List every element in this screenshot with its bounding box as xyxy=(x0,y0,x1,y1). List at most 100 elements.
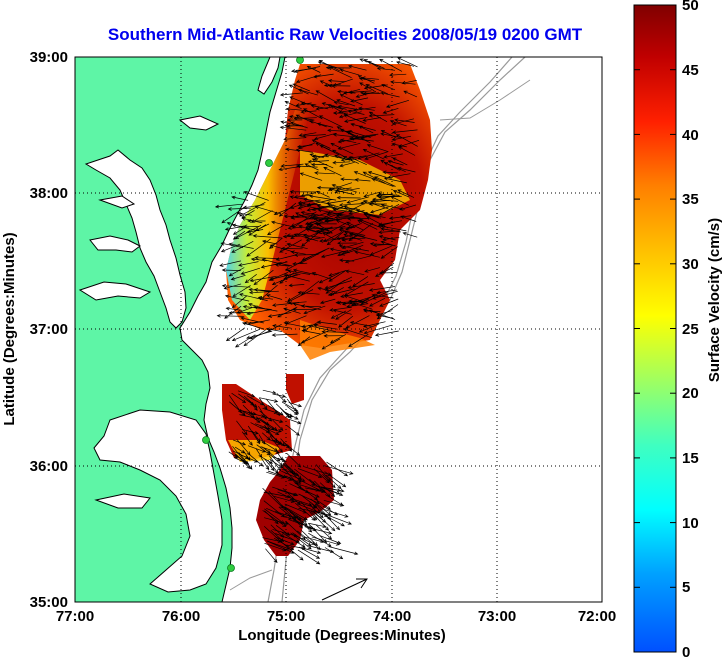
velocity-vector xyxy=(353,171,377,181)
velocity-vector xyxy=(383,162,406,173)
velocity-vector xyxy=(338,228,366,236)
velocity-vector xyxy=(315,190,330,198)
velocity-vector xyxy=(347,155,367,160)
velocity-vector xyxy=(266,540,291,550)
velocity-vector xyxy=(297,199,321,205)
velocity-vector xyxy=(287,293,301,302)
velocity-vector xyxy=(285,107,307,112)
velocity-vector xyxy=(380,132,405,139)
velocity-vector xyxy=(392,157,408,166)
velocity-vector xyxy=(321,329,349,334)
velocity-vector xyxy=(236,420,248,436)
velocity-vector xyxy=(321,102,347,110)
velocity-vector xyxy=(327,182,353,192)
velocity-vector xyxy=(358,323,380,333)
velocity-vector xyxy=(292,307,317,312)
colorbar-tick-label: 40 xyxy=(682,127,699,144)
velocity-vector xyxy=(288,418,302,425)
velocity-vector xyxy=(301,228,324,247)
velocity-vector xyxy=(308,523,327,529)
velocity-vector xyxy=(294,468,316,486)
velocity-vector xyxy=(378,230,400,235)
velocity-vector xyxy=(315,90,336,103)
velocity-vector xyxy=(326,231,345,246)
velocity-vector xyxy=(290,250,306,255)
colorbar: 50 45 40 35 30 25 20 15 10 5 0 Surface V… xyxy=(633,0,723,659)
velocity-vector xyxy=(244,274,257,284)
velocity-vector xyxy=(298,132,317,137)
velocity-vector xyxy=(231,195,249,201)
colorbar-tick-label: 5 xyxy=(682,579,690,596)
velocity-vector xyxy=(397,57,418,68)
colorbar-tick-label: 30 xyxy=(682,256,699,273)
velocity-vector xyxy=(357,75,375,84)
velocity-vector xyxy=(242,304,272,310)
velocity-vector xyxy=(259,397,279,403)
velocity-vector xyxy=(239,293,268,301)
velocity-vector xyxy=(275,472,293,481)
colorbar-tick-label: 10 xyxy=(682,515,699,532)
y-tick-label: 37:00 xyxy=(30,321,68,338)
velocity-vector xyxy=(221,205,247,224)
velocity-vector xyxy=(248,224,267,236)
velocity-vector xyxy=(363,212,381,219)
velocity-vector xyxy=(322,487,341,495)
velocity-vector xyxy=(363,309,381,313)
velocity-vector xyxy=(302,134,326,138)
velocity-vector xyxy=(228,401,246,416)
velocity-vector xyxy=(364,267,380,273)
velocity-vector xyxy=(363,84,388,90)
velocity-vector xyxy=(309,545,335,554)
velocity-vector xyxy=(287,269,311,275)
velocity-vector xyxy=(324,218,343,223)
velocity-vector xyxy=(303,305,326,315)
velocity-vector xyxy=(265,548,278,564)
velocity-vector xyxy=(378,203,400,216)
velocity-vector xyxy=(327,78,346,83)
velocity-vector xyxy=(359,58,381,67)
velocity-vector xyxy=(284,100,302,110)
velocity-vector xyxy=(259,284,278,301)
velocity-vector xyxy=(352,276,369,287)
velocity-vector xyxy=(239,414,260,420)
velocity-vector xyxy=(237,390,256,398)
velocity-vector xyxy=(276,451,284,461)
velocity-vector xyxy=(323,499,345,507)
velocity-vector xyxy=(296,530,322,550)
velocity-vector xyxy=(303,466,332,476)
velocity-vector xyxy=(221,268,241,272)
velocity-vector xyxy=(263,491,291,499)
velocity-vector xyxy=(402,232,418,238)
velocity-vector xyxy=(285,475,302,484)
station-marker xyxy=(202,436,210,444)
velocity-vector xyxy=(368,297,386,307)
velocity-vector xyxy=(262,510,287,528)
velocity-vector xyxy=(382,236,400,242)
velocity-vector xyxy=(309,120,327,128)
bay-inlet-2 xyxy=(78,281,152,301)
velocity-vector xyxy=(337,142,361,150)
velocity-vector xyxy=(260,446,280,454)
velocity-vector xyxy=(337,89,356,94)
velocity-vector xyxy=(339,94,363,106)
velocity-vector xyxy=(379,59,403,72)
velocity-vector xyxy=(380,240,396,247)
velocity-vector xyxy=(290,67,317,73)
velocity-vector xyxy=(348,210,365,216)
velocity-vector xyxy=(261,258,279,264)
velocity-vector xyxy=(332,111,348,115)
velocity-vector xyxy=(281,401,298,412)
velocity-vector xyxy=(374,266,394,277)
velocity-vector xyxy=(325,65,351,70)
velocity-vector xyxy=(383,153,403,159)
velocity-vector xyxy=(377,221,396,228)
velocity-vector xyxy=(286,124,302,128)
velocity-region-west-edge xyxy=(226,110,310,320)
velocity-vector xyxy=(279,239,302,253)
velocity-vector xyxy=(310,498,332,516)
velocity-vector xyxy=(296,144,313,149)
velocity-vector xyxy=(231,240,254,253)
velocity-vector xyxy=(295,148,313,153)
velocity-vector xyxy=(284,506,308,521)
velocity-vector xyxy=(300,110,317,114)
